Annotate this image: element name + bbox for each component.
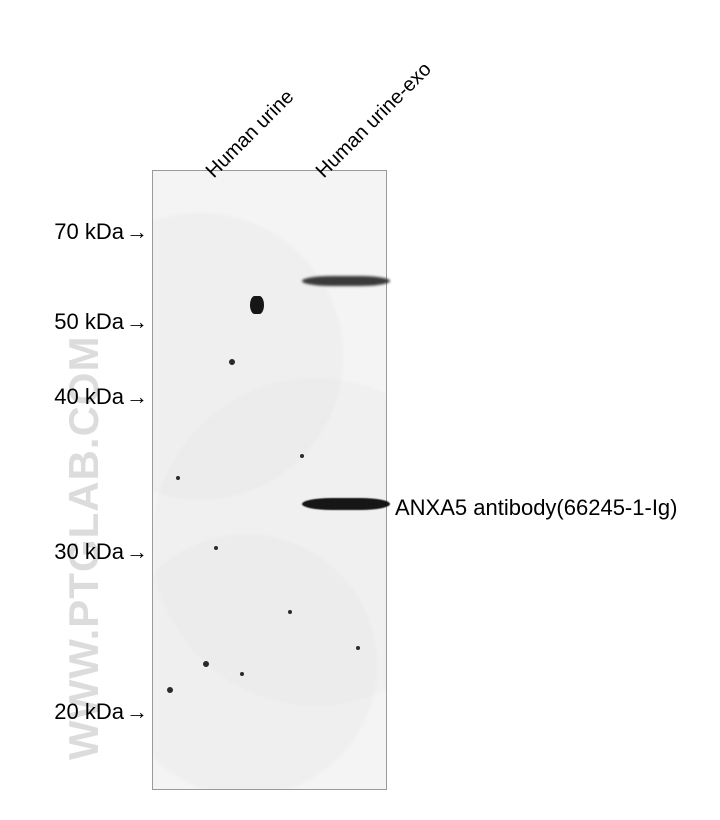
blot-speck — [167, 687, 173, 693]
lane-label: Human urine — [202, 86, 299, 183]
blot-band — [250, 296, 264, 314]
blot-noise — [153, 171, 386, 789]
mw-marker: 20 kDa→ — [54, 699, 148, 725]
blot-speck — [356, 646, 360, 650]
blot-speck — [229, 359, 235, 365]
blot-speck — [288, 610, 292, 614]
mw-marker: 70 kDa→ — [54, 219, 148, 245]
blot-speck — [203, 661, 209, 667]
mw-marker: 50 kDa→ — [54, 309, 148, 335]
mw-marker: 30 kDa→ — [54, 539, 148, 565]
mw-marker: 40 kDa→ — [54, 384, 148, 410]
figure-container: WWW.PTGLAB.COM Human urineHuman urine-ex… — [0, 0, 720, 820]
blot-speck — [176, 476, 180, 480]
blot-speck — [214, 546, 218, 550]
blot-band — [302, 276, 390, 286]
antibody-annotation: ANXA5 antibody(66245-1-Ig) — [395, 495, 678, 521]
blot-speck — [240, 672, 244, 676]
lane-label: Human urine-exo — [312, 58, 437, 183]
blot-speck — [300, 454, 304, 458]
blot-band — [302, 498, 390, 510]
blot-membrane — [152, 170, 387, 790]
